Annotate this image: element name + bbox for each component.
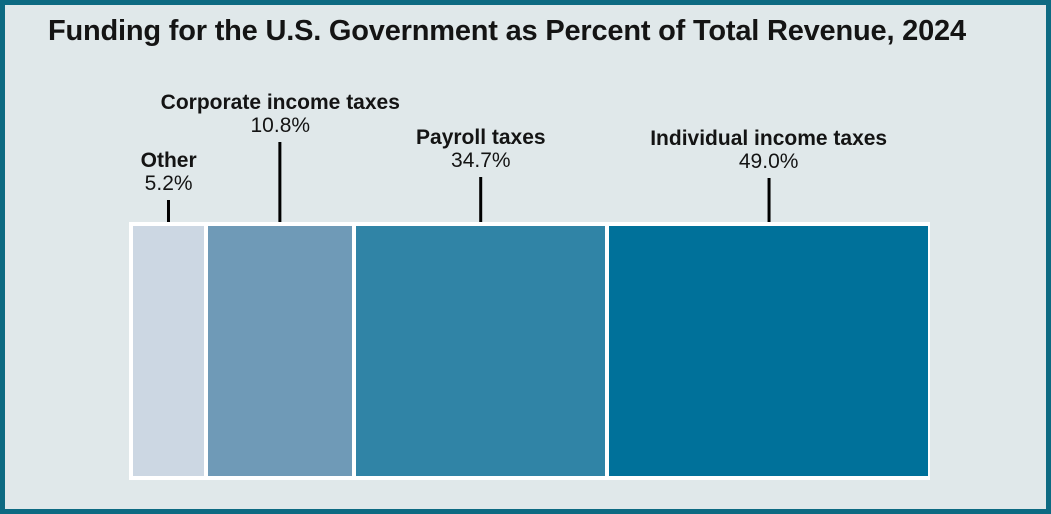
callout-payroll-taxes: Payroll taxes 34.7%: [416, 126, 546, 222]
callout-individual-income-taxes: Individual income taxes 49.0%: [650, 127, 887, 222]
segment-label-corporate: Corporate income taxes: [160, 90, 400, 114]
segment-value-other: 5.2%: [144, 172, 193, 196]
callout-layer: Other 5.2% Corporate income taxes 10.8% …: [133, 5, 928, 222]
callout-corporate-income-taxes: Corporate income taxes 10.8%: [161, 91, 400, 222]
segment-value-individual: 49.0%: [738, 150, 799, 174]
segment-value-payroll: 34.7%: [451, 149, 511, 173]
segment-label-other: Other: [140, 148, 197, 172]
bar-segment-corporate-income-taxes: [208, 226, 353, 476]
segment-label-individual: Individual income taxes: [650, 126, 888, 150]
bar-segment-other: [133, 226, 205, 476]
leader-line: [278, 142, 282, 222]
bar-segment-individual-income-taxes: [609, 226, 928, 476]
leader-line: [479, 177, 483, 222]
chart-title: Funding for the U.S. Government as Perce…: [48, 15, 966, 47]
segment-value-corporate: 10.8%: [250, 114, 311, 138]
leader-line: [167, 200, 171, 222]
bar-segment-payroll-taxes: [356, 226, 606, 476]
leader-line: [767, 178, 771, 222]
stacked-bar: [129, 222, 930, 480]
callout-other: Other 5.2%: [141, 149, 197, 222]
segment-label-payroll: Payroll taxes: [416, 125, 546, 149]
